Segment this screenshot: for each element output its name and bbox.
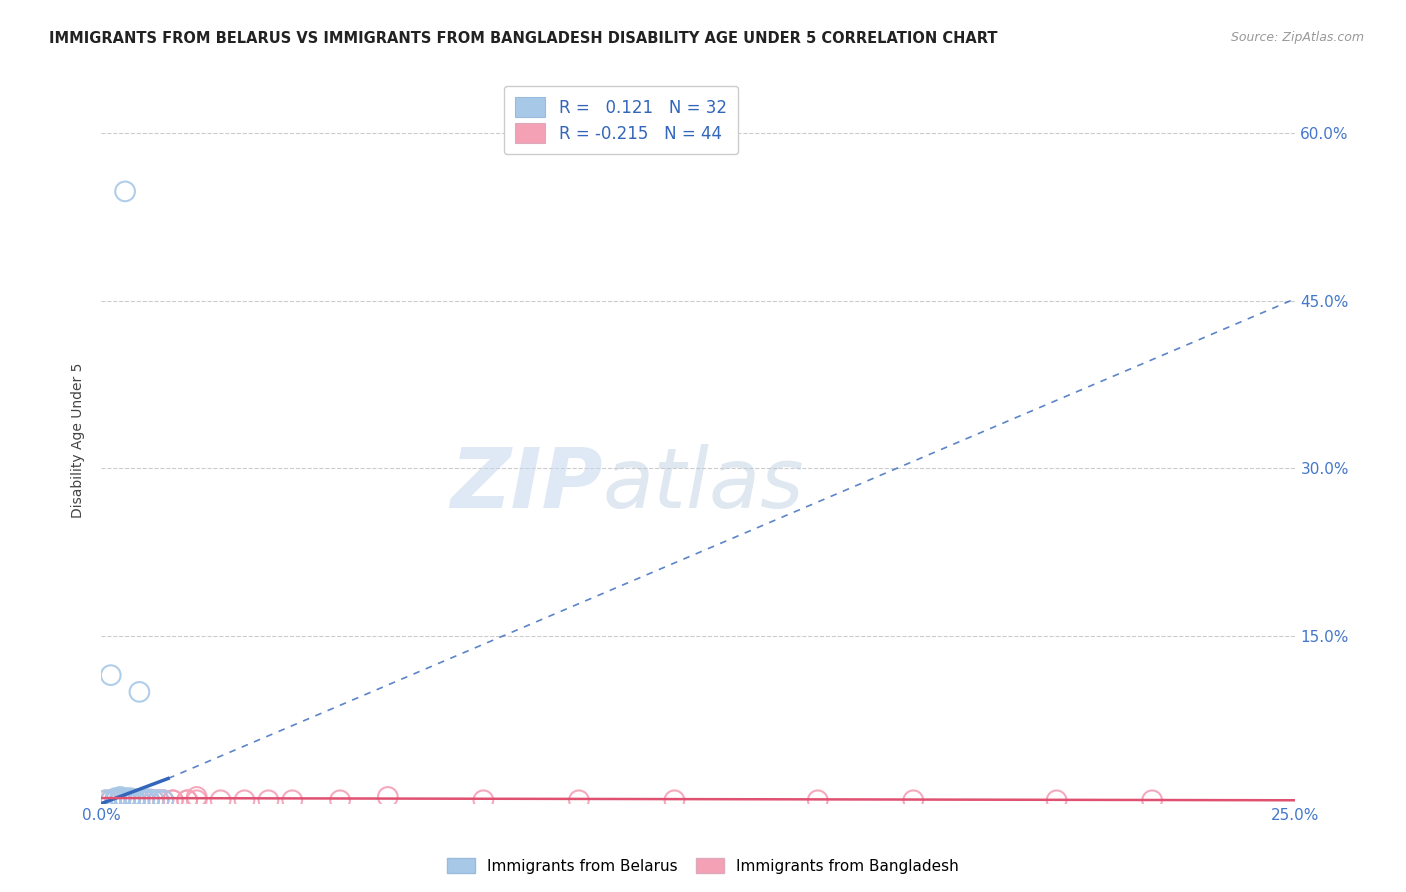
Point	[118, 793, 141, 807]
Point	[138, 793, 160, 807]
Point	[110, 789, 132, 804]
Point	[124, 793, 146, 807]
Point	[124, 793, 146, 807]
Legend: Immigrants from Belarus, Immigrants from Bangladesh: Immigrants from Belarus, Immigrants from…	[441, 852, 965, 880]
Point	[128, 793, 150, 807]
Point	[152, 793, 174, 807]
Point	[104, 792, 127, 806]
Point	[138, 793, 160, 807]
Point	[114, 793, 136, 807]
Text: ZIP: ZIP	[450, 443, 603, 524]
Point	[104, 791, 127, 805]
Text: Source: ZipAtlas.com: Source: ZipAtlas.com	[1230, 31, 1364, 45]
Point	[118, 793, 141, 807]
Point	[186, 789, 208, 804]
Point	[1140, 793, 1163, 807]
Point	[100, 793, 122, 807]
Point	[110, 791, 132, 805]
Point	[568, 793, 591, 807]
Point	[142, 793, 165, 807]
Point	[903, 793, 925, 807]
Point	[148, 793, 170, 807]
Point	[329, 793, 352, 807]
Point	[148, 793, 170, 807]
Point	[100, 668, 122, 682]
Point	[114, 793, 136, 807]
Point	[664, 793, 686, 807]
Point	[186, 793, 208, 807]
Point	[128, 685, 150, 699]
Point	[94, 793, 117, 807]
Point	[377, 789, 399, 804]
Point	[138, 792, 160, 806]
Point	[114, 791, 136, 805]
Point	[114, 185, 136, 199]
Point	[104, 793, 127, 807]
Point	[114, 793, 136, 807]
Point	[114, 792, 136, 806]
Point	[124, 793, 146, 807]
Point	[104, 793, 127, 807]
Point	[209, 793, 232, 807]
Point	[118, 792, 141, 806]
Point	[134, 793, 156, 807]
Point	[118, 791, 141, 805]
Point	[100, 793, 122, 807]
Point	[233, 793, 256, 807]
Point	[162, 793, 184, 807]
Point	[118, 793, 141, 807]
Point	[128, 793, 150, 807]
Point	[134, 793, 156, 807]
Legend: R =   0.121   N = 32, R = -0.215   N = 44: R = 0.121 N = 32, R = -0.215 N = 44	[503, 86, 738, 154]
Point	[176, 793, 198, 807]
Point	[807, 793, 830, 807]
Point	[472, 793, 495, 807]
Point	[134, 793, 156, 807]
Text: atlas: atlas	[603, 443, 804, 524]
Point	[162, 793, 184, 807]
Point	[94, 793, 117, 807]
Point	[124, 792, 146, 806]
Point	[128, 793, 150, 807]
Point	[118, 793, 141, 807]
Point	[138, 793, 160, 807]
Point	[100, 793, 122, 807]
Point	[142, 793, 165, 807]
Point	[1046, 793, 1069, 807]
Point	[257, 793, 280, 807]
Point	[104, 793, 127, 807]
Point	[110, 793, 132, 807]
Point	[176, 793, 198, 807]
Point	[114, 793, 136, 807]
Point	[142, 793, 165, 807]
Point	[134, 792, 156, 806]
Point	[124, 793, 146, 807]
Point	[110, 793, 132, 807]
Point	[152, 793, 174, 807]
Point	[110, 792, 132, 806]
Point	[148, 793, 170, 807]
Point	[110, 793, 132, 807]
Point	[281, 793, 304, 807]
Y-axis label: Disability Age Under 5: Disability Age Under 5	[72, 363, 86, 518]
Point	[104, 793, 127, 807]
Text: IMMIGRANTS FROM BELARUS VS IMMIGRANTS FROM BANGLADESH DISABILITY AGE UNDER 5 COR: IMMIGRANTS FROM BELARUS VS IMMIGRANTS FR…	[49, 31, 998, 46]
Point	[152, 793, 174, 807]
